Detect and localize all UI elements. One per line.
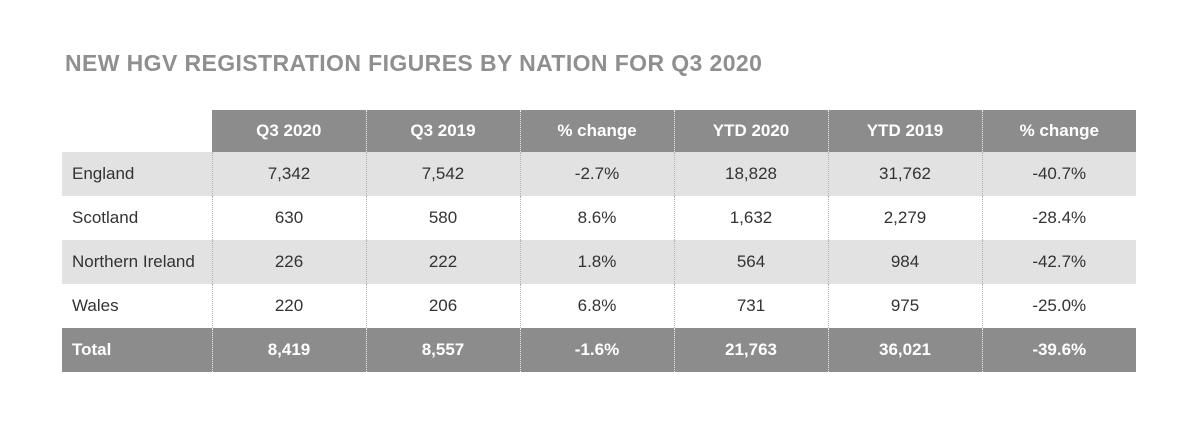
page-title: NEW HGV REGISTRATION FIGURES BY NATION F… bbox=[65, 50, 763, 76]
table-cell: 564 bbox=[673, 240, 828, 284]
total-cell: 36,021 bbox=[827, 328, 982, 372]
total-cell: 8,557 bbox=[365, 328, 520, 372]
table-cell: 7,542 bbox=[365, 152, 520, 196]
header-row: Q3 2020 Q3 2019% change YTD 2020 YTD 2019% … bbox=[62, 110, 1136, 152]
table-cell: 18,828 bbox=[673, 152, 828, 196]
table-cell: 984 bbox=[827, 240, 982, 284]
corner-cell bbox=[62, 110, 212, 152]
column-header-3: YTD 2020 bbox=[673, 110, 828, 152]
total-cell: -39.6% bbox=[981, 328, 1136, 372]
table-cell: 1.8% bbox=[519, 240, 674, 284]
table-row-1: Scotland 630 580 8.6% 1,632 2,279 -28.4% bbox=[62, 196, 1136, 240]
table-cell: -2.7% bbox=[519, 152, 674, 196]
row-label: Wales bbox=[62, 284, 212, 328]
table-cell: 630 bbox=[211, 196, 366, 240]
row-label: Northern Ireland bbox=[62, 240, 212, 284]
table-cell: 2,279 bbox=[827, 196, 982, 240]
table-cell: -40.7% bbox=[981, 152, 1136, 196]
row-label: Scotland bbox=[62, 196, 212, 240]
table-cell: 222 bbox=[365, 240, 520, 284]
table-cell: -42.7% bbox=[981, 240, 1136, 284]
table-cell: -28.4% bbox=[981, 196, 1136, 240]
table-footer: Total 8,419 8,557 -1.6% 21,763 36,021 -39.6% bbox=[62, 328, 1136, 372]
table-cell: 206 bbox=[365, 284, 520, 328]
table-cell: 7,342 bbox=[211, 152, 366, 196]
column-header-1: Q3 2019 bbox=[365, 110, 520, 152]
hgv-registration-table: Q3 2020 Q3 2019% change YTD 2020 YTD 2019% … bbox=[62, 110, 1136, 372]
column-header-5: % change bbox=[981, 110, 1136, 152]
table-cell: 226 bbox=[211, 240, 366, 284]
total-label: Total bbox=[62, 328, 212, 372]
total-cell: -1.6% bbox=[519, 328, 674, 372]
column-header-0: Q3 2020 bbox=[212, 110, 366, 152]
table-cell: 580 bbox=[365, 196, 520, 240]
table-cell: 31,762 bbox=[827, 152, 982, 196]
column-header-4: YTD 2019 bbox=[827, 110, 982, 152]
table-cell: 1,632 bbox=[673, 196, 828, 240]
total-cell: 8,419 bbox=[211, 328, 366, 372]
table-header: Q3 2020 Q3 2019% change YTD 2020 YTD 2019% … bbox=[62, 110, 1136, 152]
column-header-2: % change bbox=[519, 110, 674, 152]
table-cell: -25.0% bbox=[981, 284, 1136, 328]
table-cell: 731 bbox=[673, 284, 828, 328]
table-cell: 8.6% bbox=[519, 196, 674, 240]
total-row: Total 8,419 8,557 -1.6% 21,763 36,021 -39.6% bbox=[62, 328, 1136, 372]
table-cell: 220 bbox=[211, 284, 366, 328]
total-cell: 21,763 bbox=[673, 328, 828, 372]
table-body: England 7,342 7,542 -2.7% 18,828 31,762 -40.7%… bbox=[62, 152, 1136, 328]
table-row-3: Wales 220 206 6.8% 731 975 -25.0% bbox=[62, 284, 1136, 328]
row-label: England bbox=[62, 152, 212, 196]
table-cell: 6.8% bbox=[519, 284, 674, 328]
table-cell: 975 bbox=[827, 284, 982, 328]
table-row-0: England 7,342 7,542 -2.7% 18,828 31,762 -40.7% bbox=[62, 152, 1136, 196]
table-row-2: Northern Ireland 226 222 1.8% 564 984 -42.7% bbox=[62, 240, 1136, 284]
